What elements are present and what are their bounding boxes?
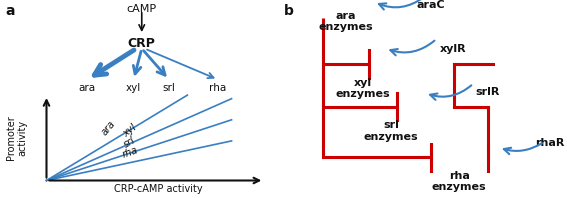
Text: srl
enzymes: srl enzymes	[364, 120, 418, 142]
Text: xyl: xyl	[126, 84, 141, 93]
Text: xyl
enzymes: xyl enzymes	[336, 78, 390, 99]
Text: CRP: CRP	[128, 37, 156, 50]
Text: rha: rha	[209, 84, 227, 93]
Text: xyl: xyl	[121, 123, 138, 139]
Text: ara
enzymes: ara enzymes	[319, 10, 373, 32]
Text: ara: ara	[100, 119, 117, 138]
Text: CRP-cAMP activity: CRP-cAMP activity	[114, 184, 202, 194]
Text: srl: srl	[163, 84, 175, 93]
Text: xylR: xylR	[441, 44, 467, 54]
Text: srl: srl	[122, 135, 138, 149]
Text: Promoter
activity: Promoter activity	[6, 115, 27, 160]
Text: araC: araC	[417, 0, 445, 10]
Text: rhaR: rhaR	[535, 137, 565, 148]
Text: b: b	[284, 4, 293, 18]
Text: cAMP: cAMP	[126, 4, 157, 14]
Text: a: a	[6, 4, 15, 18]
Text: srlR: srlR	[476, 87, 500, 97]
Text: rha: rha	[121, 145, 139, 160]
Text: ara: ara	[79, 84, 96, 93]
Text: rha
enzymes: rha enzymes	[432, 171, 486, 192]
